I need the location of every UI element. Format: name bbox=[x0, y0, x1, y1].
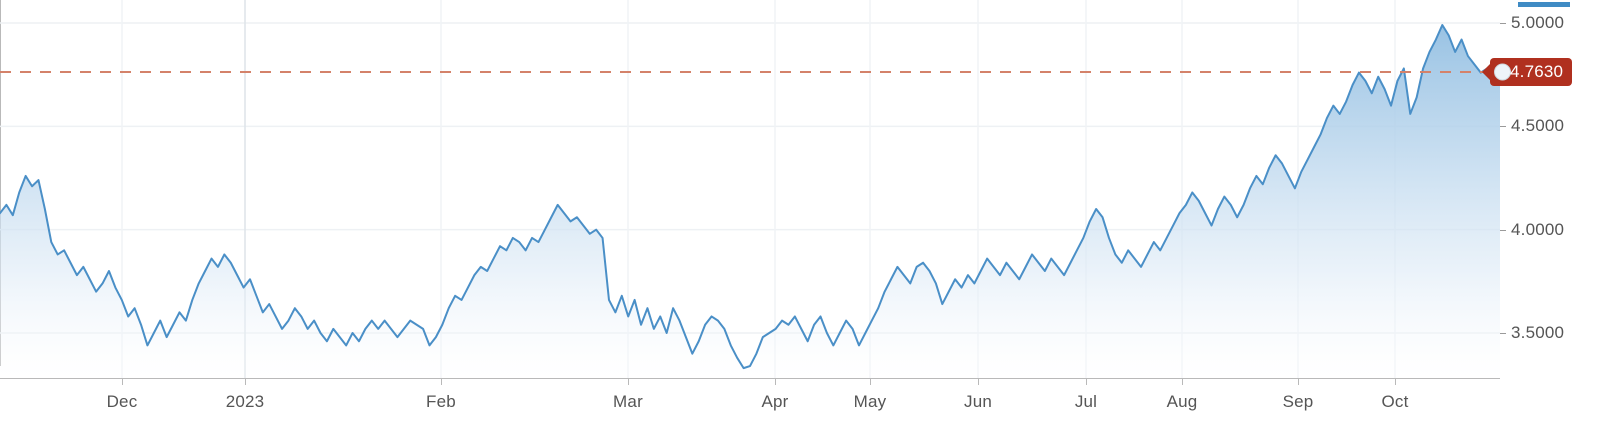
y-tick-mark bbox=[1500, 23, 1506, 24]
x-tick-label-mar: Mar bbox=[613, 392, 643, 411]
x-tick-mark bbox=[245, 378, 246, 385]
y-tick-label-2: 4.0000 bbox=[1511, 219, 1565, 239]
x-tick-mark bbox=[628, 378, 629, 385]
x-tick-label-jul: Jul bbox=[1074, 392, 1098, 411]
x-tick-mark bbox=[870, 378, 871, 385]
x-tick-label-feb: Feb bbox=[426, 392, 456, 411]
y-tick-label-0: 5.0000 bbox=[1511, 13, 1565, 32]
x-tick-label-oct: Oct bbox=[1381, 392, 1409, 411]
legend-series-swatch[interactable] bbox=[1518, 2, 1570, 7]
y-tick-mark bbox=[1500, 126, 1506, 128]
plot-area[interactable] bbox=[0, 0, 1500, 378]
current-price-badge[interactable]: 4.7630 bbox=[1490, 57, 1573, 86]
series-line bbox=[0, 24, 1500, 370]
x-tick-mark bbox=[1298, 378, 1299, 385]
current-price-marker-dot bbox=[1494, 63, 1511, 81]
y-tick-label-1: 4.5000 bbox=[1511, 116, 1565, 136]
x-tick-label-dec: Dec bbox=[106, 392, 138, 411]
x-tick-mark bbox=[1086, 378, 1087, 385]
current-price-label: 4.7630 bbox=[1510, 61, 1564, 81]
y-axis-line bbox=[0, 0, 1, 366]
x-tick-mark bbox=[441, 378, 442, 385]
x-axis-line bbox=[0, 378, 1500, 379]
y-tick-label-3: 3.5000 bbox=[1511, 323, 1565, 342]
x-tick-mark bbox=[1395, 378, 1396, 385]
x-tick-label-may: May bbox=[853, 392, 887, 411]
x-tick-label-apr: Apr bbox=[761, 392, 789, 411]
series-area-fill bbox=[0, 25, 1500, 378]
x-tick-mark bbox=[775, 378, 776, 385]
y-tick-mark bbox=[1500, 333, 1506, 334]
y-tick-mark bbox=[1500, 229, 1506, 231]
chart-canvas bbox=[0, 0, 1500, 378]
x-tick-label-aug: Aug bbox=[1166, 392, 1198, 411]
x-tick-label-sep: Sep bbox=[1282, 392, 1314, 411]
x-tick-label-2023: 2023 bbox=[225, 392, 265, 411]
x-tick-label-jun: Jun bbox=[963, 392, 993, 411]
x-tick-mark bbox=[1182, 378, 1183, 385]
x-tick-mark bbox=[122, 378, 123, 385]
x-tick-mark bbox=[978, 378, 979, 385]
